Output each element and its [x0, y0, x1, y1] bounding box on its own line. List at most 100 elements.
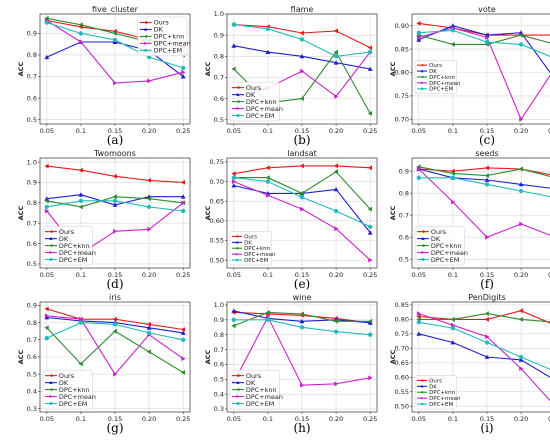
series-dpc-mean: [416, 166, 550, 240]
x-tick-label: 0.1: [448, 127, 458, 135]
data-point: [484, 317, 489, 322]
plot-frame: [39, 157, 191, 269]
subfigure-caption: (i): [480, 421, 493, 435]
y-tick-label: 0.4: [27, 388, 37, 396]
y-tick-label: 0.75: [395, 92, 409, 100]
data-point: [231, 43, 237, 48]
x-tick-label: 0.15: [108, 271, 122, 279]
data-point: [146, 204, 152, 210]
legend-swatch-marker: [236, 99, 240, 104]
legend-swatch-marker: [236, 373, 240, 378]
data-point: [231, 179, 237, 184]
data-point: [180, 330, 186, 335]
data-point: [300, 382, 305, 388]
data-point: [450, 325, 456, 331]
y-tick-label: 0.55: [210, 237, 224, 245]
data-point: [265, 49, 271, 54]
chart-title: landsat: [287, 149, 316, 158]
legend-label: DPC+EM: [59, 400, 87, 408]
legend-box: [229, 231, 273, 266]
y-tick-label: 0.7: [27, 336, 37, 344]
y-tick-label: 0.70: [395, 116, 409, 124]
subplot-1: 0.5 0.6 0.7 0.8 0.9 0.05 0.1 0.15 0.20 0.25 five_c…: [17, 5, 191, 147]
data-point: [368, 257, 373, 263]
y-tick-label: 0.50: [395, 402, 409, 410]
legend-swatch-marker: [420, 75, 424, 79]
legend-box: [137, 16, 188, 57]
y-axis-label: ACC: [389, 349, 397, 364]
data-point: [231, 317, 236, 322]
data-point: [181, 337, 186, 342]
data-point: [299, 195, 305, 200]
data-point: [416, 320, 421, 325]
data-point: [333, 187, 339, 192]
data-point: [231, 183, 237, 188]
data-point: [147, 226, 152, 232]
data-point: [518, 32, 523, 38]
legend-swatch-marker: [236, 106, 240, 111]
chart-title: flame: [291, 5, 314, 14]
y-tick-label: 0.7: [27, 219, 37, 227]
data-point: [146, 325, 152, 330]
y-axis-label: ACC: [204, 61, 212, 76]
data-point: [180, 370, 186, 375]
data-point: [265, 175, 270, 180]
y-tick-label: 0.6: [27, 353, 37, 361]
series-dpc-em: [231, 317, 373, 337]
data-point: [112, 37, 118, 43]
legend-swatch-marker: [420, 379, 424, 382]
y-tick-label: 0.85: [395, 45, 409, 53]
series-line: [418, 310, 550, 324]
data-point: [180, 194, 186, 199]
y-tick-label: 0.70: [395, 345, 409, 353]
data-point: [299, 325, 305, 330]
legend-swatch-marker: [236, 401, 240, 406]
legend-label: Ours: [59, 372, 75, 380]
data-point: [484, 340, 490, 345]
data-point: [299, 30, 304, 36]
legend-label: DPC+EM: [431, 256, 459, 264]
legend-label: DPC+EM: [246, 400, 274, 408]
legend-label: DK: [59, 235, 69, 243]
subfigure-caption: (a): [107, 133, 124, 147]
data-point: [484, 39, 490, 45]
y-tick-label: 0.3: [214, 405, 224, 413]
data-point: [112, 194, 117, 200]
data-point: [367, 45, 373, 51]
x-tick-label: 0.1: [448, 415, 458, 423]
legend-swatch-marker: [49, 373, 53, 378]
data-point: [416, 311, 422, 316]
series-dpc-em: [416, 175, 550, 198]
y-tick-label: 0.9: [399, 167, 409, 175]
data-point: [180, 74, 186, 79]
data-point: [299, 96, 304, 101]
subfigure-caption: (h): [293, 421, 310, 435]
x-tick-label: 0.15: [480, 271, 494, 279]
data-point: [416, 331, 422, 336]
data-point: [519, 221, 524, 227]
data-point: [79, 316, 84, 322]
x-tick-label: 0.20: [514, 271, 528, 279]
series-ours: [44, 163, 186, 185]
data-point: [265, 26, 271, 31]
legend-label: DPC+EM: [154, 47, 182, 55]
data-point: [44, 204, 49, 210]
legend-swatch-marker: [49, 257, 53, 262]
data-point: [334, 94, 339, 99]
legend-swatch-marker: [236, 92, 240, 96]
y-tick-label: 0.90: [395, 22, 409, 30]
data-point: [180, 327, 186, 332]
data-point: [450, 175, 456, 180]
x-tick-label: 0.25: [548, 271, 550, 279]
data-point: [333, 169, 338, 175]
data-point: [450, 317, 455, 322]
data-point: [113, 228, 118, 234]
data-point: [112, 202, 118, 207]
data-point: [300, 206, 305, 212]
legend-swatch-marker: [421, 250, 425, 255]
plot-frame: [411, 13, 550, 125]
data-point: [416, 164, 421, 170]
y-tick-label: 0.9: [27, 302, 37, 310]
